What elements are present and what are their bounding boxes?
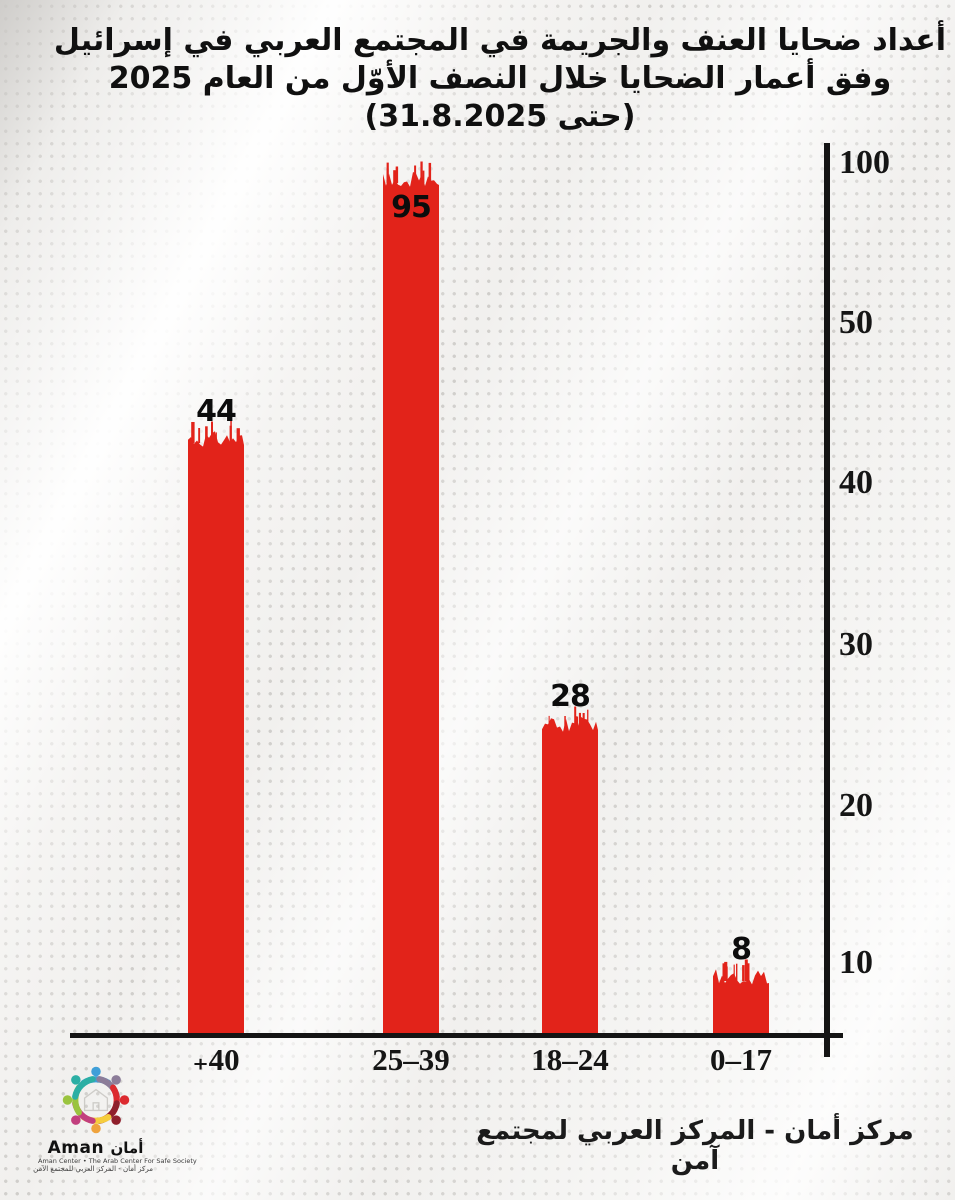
house-icon xyxy=(83,1088,108,1112)
bar-age-1 xyxy=(188,419,244,1036)
bar-value-label: 8 xyxy=(731,932,752,967)
bar-age-3 xyxy=(542,706,598,1036)
x-axis-label: 0–17 xyxy=(710,1042,772,1077)
bar-age-2 xyxy=(383,161,439,1036)
logo-wordmark: Aman أمان xyxy=(38,1139,153,1157)
logo-wordmark-latin: Aman xyxy=(47,1138,105,1158)
bar-value-label: 44 xyxy=(196,394,237,429)
x-axis-label: ₊40 xyxy=(192,1042,240,1077)
x-axis-line xyxy=(70,1033,843,1038)
y-axis-label: 100 xyxy=(839,144,890,181)
y-axis-label: 50 xyxy=(839,304,873,341)
y-axis-line xyxy=(824,143,830,1057)
bar-value-label: 28 xyxy=(550,679,591,714)
y-axis-label: 20 xyxy=(839,787,873,824)
logo-wordmark-arabic: أمان xyxy=(110,1139,144,1157)
aman-logo-icon xyxy=(62,1066,129,1134)
x-axis-label: 18–24 xyxy=(531,1042,609,1077)
people-circle-icon xyxy=(62,1066,129,1134)
y-axis-label: 40 xyxy=(839,464,873,501)
x-axis-label: 25–39 xyxy=(372,1042,450,1077)
source-credit: مركز أمان - المركز العربي لمجتمع آمن xyxy=(476,1116,914,1176)
y-axis-label: 30 xyxy=(839,626,873,663)
logo: Aman أمان Aman Center • The Arab Center … xyxy=(33,1062,197,1173)
logo-tagline-en: Aman Center • The Arab Center For Safe S… xyxy=(38,1157,197,1165)
y-axis-label: 10 xyxy=(839,944,873,981)
logo-tagline-ar: مركز أمان - المركز العربي للمجتمع الآمن xyxy=(33,1165,153,1173)
bar-value-label: 95 xyxy=(391,190,432,225)
